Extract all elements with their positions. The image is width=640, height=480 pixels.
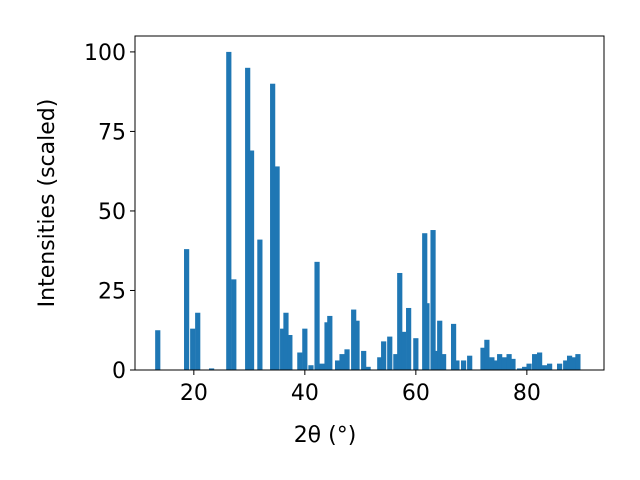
bar — [274, 166, 280, 370]
bar — [334, 360, 341, 370]
y-tick-label: 100 — [84, 41, 126, 66]
bar — [257, 239, 263, 370]
bar — [566, 355, 573, 370]
bar — [195, 312, 201, 370]
bar — [489, 357, 495, 370]
bar — [454, 360, 460, 370]
y-tick-label: 75 — [98, 120, 126, 145]
bar — [413, 338, 419, 370]
y-tick-label: 0 — [112, 359, 126, 384]
y-tick-label: 50 — [98, 200, 126, 225]
bar — [493, 360, 499, 370]
bar — [365, 366, 371, 370]
bar — [433, 350, 439, 370]
y-tick-label: 25 — [98, 279, 126, 304]
bar — [270, 83, 276, 370]
bar — [517, 368, 523, 370]
bar — [381, 341, 387, 370]
bar — [450, 323, 457, 370]
bar — [245, 67, 251, 371]
bar — [327, 315, 333, 370]
bar — [393, 354, 399, 370]
bar — [501, 357, 507, 370]
x-tick-label: 80 — [513, 381, 541, 406]
bar — [377, 357, 383, 370]
bar — [526, 363, 532, 370]
bar — [387, 336, 393, 370]
bar — [339, 354, 345, 370]
bar — [208, 368, 215, 370]
bar — [484, 339, 490, 370]
x-axis-label: 2θ (°) — [294, 423, 357, 448]
bar — [532, 354, 538, 370]
bar — [319, 363, 325, 370]
bar — [422, 233, 428, 370]
bar — [190, 328, 196, 370]
bar — [506, 354, 512, 370]
bar — [430, 230, 436, 370]
bar — [571, 357, 578, 370]
bar — [563, 360, 569, 370]
bar — [437, 320, 443, 370]
bar — [575, 354, 581, 370]
bar — [344, 349, 350, 370]
bar — [302, 328, 308, 370]
bar — [308, 365, 314, 370]
bar — [460, 360, 467, 370]
bar — [184, 249, 190, 370]
bar — [231, 279, 237, 370]
bar — [297, 352, 303, 370]
bar — [480, 347, 486, 370]
bar — [497, 354, 503, 370]
bar — [397, 272, 403, 370]
y-axis-label: Intensities (scaled) — [35, 99, 60, 308]
bar — [280, 328, 286, 370]
x-tick-label: 40 — [291, 381, 319, 406]
bar — [314, 261, 320, 370]
bar — [354, 320, 360, 370]
bar — [406, 307, 412, 370]
bar — [283, 312, 289, 370]
plot-frame — [134, 35, 605, 371]
bar — [424, 303, 430, 370]
bar — [401, 331, 407, 370]
bar — [542, 365, 548, 370]
bar — [440, 354, 447, 370]
bar — [361, 350, 367, 370]
bar — [547, 363, 553, 370]
bar — [522, 366, 528, 370]
bar — [287, 335, 293, 370]
bar — [324, 322, 330, 370]
bar — [248, 150, 255, 370]
bar — [467, 355, 473, 370]
bar — [510, 358, 516, 370]
bar — [556, 363, 563, 370]
bar — [155, 330, 161, 370]
bar — [351, 309, 357, 370]
x-tick-label: 20 — [180, 381, 208, 406]
bar — [226, 51, 232, 371]
x-tick-label: 60 — [402, 381, 430, 406]
bar — [537, 352, 543, 370]
